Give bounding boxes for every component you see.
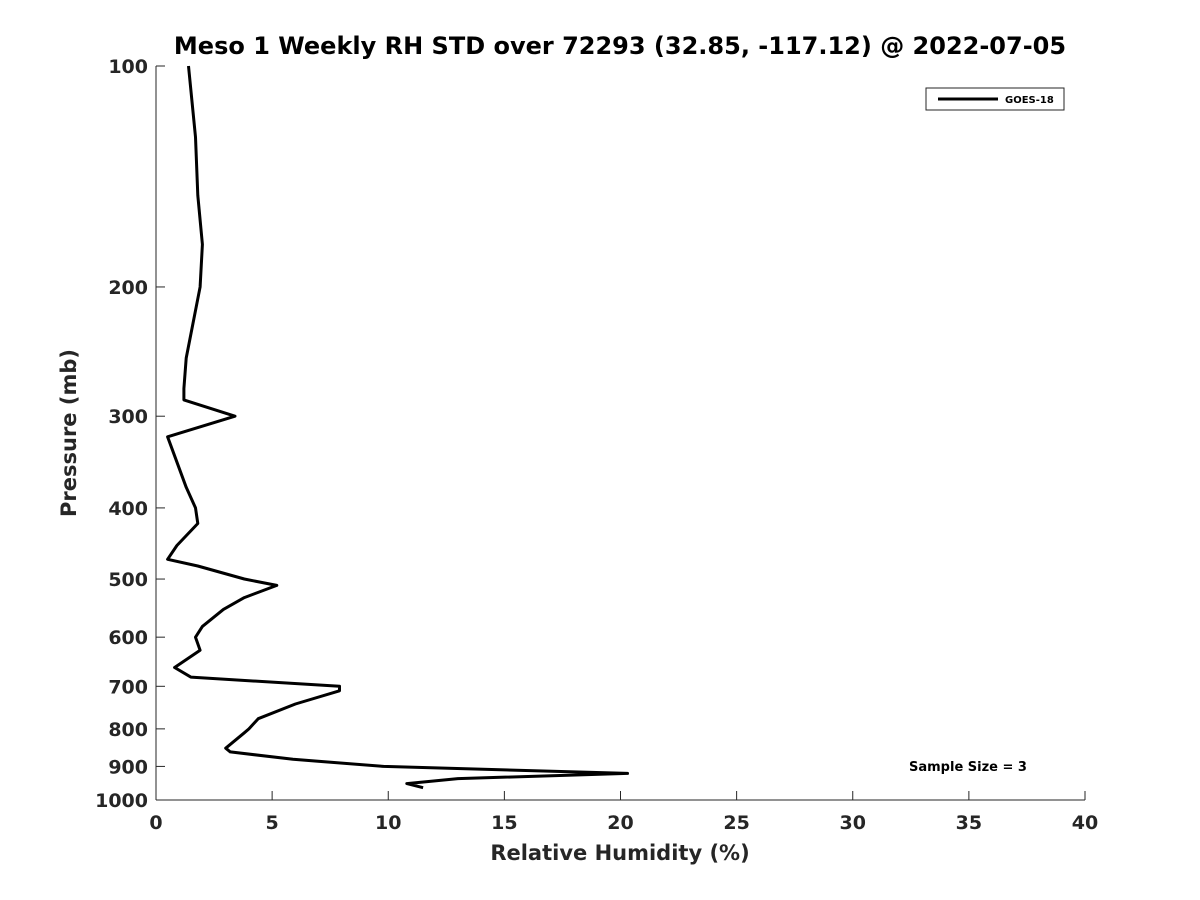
- plot-area: [166, 65, 629, 790]
- y-tick-label: 100: [108, 56, 148, 78]
- y-tick-label: 300: [108, 406, 148, 428]
- sample-size-annotation: Sample Size = 3: [909, 760, 1027, 775]
- y-tick-label: 200: [108, 277, 148, 299]
- legend: GOES-18: [925, 87, 1065, 111]
- y-tick-label: 900: [108, 756, 148, 778]
- y-axis-label: Pressure (mb): [57, 349, 81, 517]
- x-tick-label: 40: [1072, 812, 1098, 834]
- series-line-goes-18: [166, 65, 629, 790]
- y-tick-label: 800: [108, 719, 148, 741]
- x-tick-label: 5: [266, 812, 279, 834]
- chart-title: Meso 1 Weekly RH STD over 72293 (32.85, …: [174, 32, 1066, 60]
- y-tick-label: 700: [108, 676, 148, 698]
- x-axis: 0 5 10 15 20 25 30 35 40: [149, 791, 1098, 834]
- x-tick-label: 35: [956, 812, 982, 834]
- y-axis: 100 200 300 400 500 600 700 800 900 1000: [95, 56, 165, 812]
- x-tick-label: 15: [491, 812, 517, 834]
- y-tick-label: 500: [108, 569, 148, 591]
- x-axis-label: Relative Humidity (%): [490, 841, 749, 865]
- x-tick-label: 25: [723, 812, 749, 834]
- y-tick-label: 600: [108, 627, 148, 649]
- legend-label-goes-18: GOES-18: [1005, 95, 1054, 106]
- x-tick-label: 0: [149, 812, 162, 834]
- x-tick-label: 10: [375, 812, 401, 834]
- x-tick-label: 20: [607, 812, 633, 834]
- x-tick-label: 30: [840, 812, 866, 834]
- y-tick-label: 1000: [95, 790, 148, 812]
- y-tick-label: 400: [108, 498, 148, 520]
